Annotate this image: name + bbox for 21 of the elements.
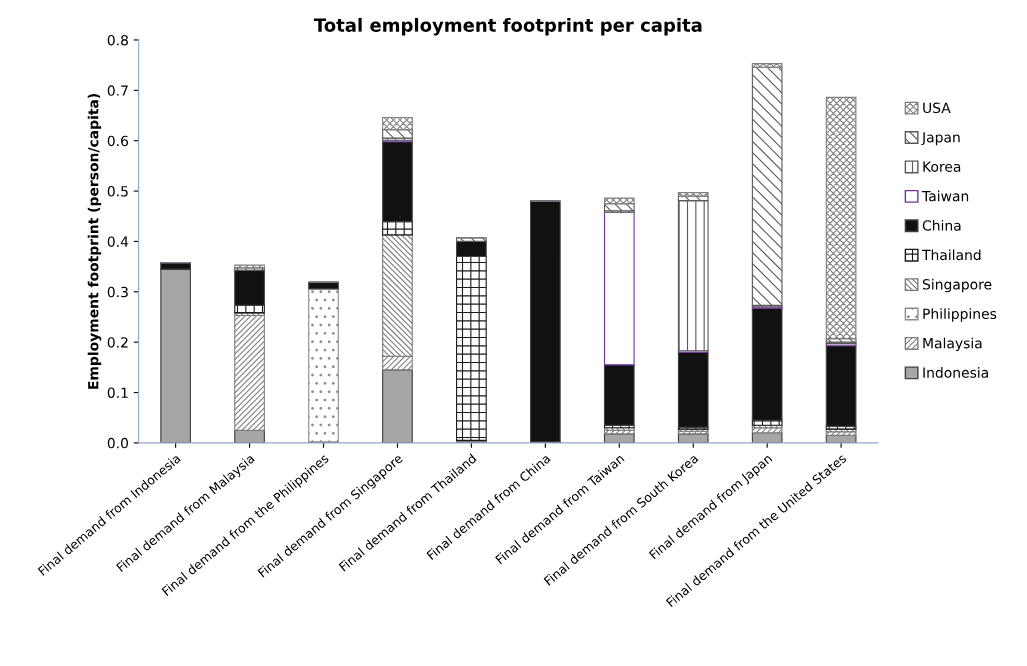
y-tick-label: 0.8 xyxy=(107,34,128,46)
legend-label: Thailand xyxy=(922,249,981,261)
legend-label: USA xyxy=(923,102,951,114)
y-tick-label: 0.5 xyxy=(107,186,128,197)
y-tick-label: 0.1 xyxy=(107,387,128,398)
legend-label: China xyxy=(922,220,961,231)
chart-title: Total employment footprint per capita xyxy=(313,17,702,36)
y-tick-label: 0.4 xyxy=(107,236,129,247)
legend-label: Malaysia xyxy=(923,337,982,352)
legend-label: Indonesia xyxy=(923,367,988,378)
legend-label: Taiwan xyxy=(922,190,969,202)
y-tick-label: 0.7 xyxy=(107,85,128,96)
legend-label: Korea xyxy=(923,161,961,172)
y-axis-title: Employment footprint (person/capita) xyxy=(87,94,102,389)
y-tick-label: 0.0 xyxy=(107,437,128,449)
y-tick-label: 0.2 xyxy=(107,337,128,348)
legend-label: Philippines xyxy=(923,308,997,322)
y-tick-label: 0.3 xyxy=(107,286,128,298)
legend-label: Singapore xyxy=(922,278,992,293)
legend-label: Japan xyxy=(921,132,960,146)
y-tick-label: 0.6 xyxy=(107,135,129,147)
